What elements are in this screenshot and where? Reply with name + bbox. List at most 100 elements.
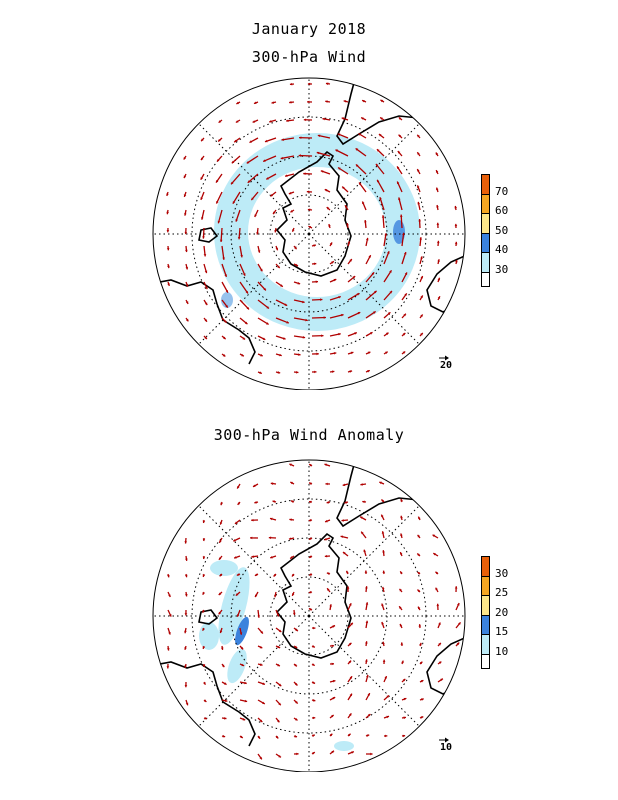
wind-vector-head <box>362 201 365 205</box>
wind-vector-head <box>307 100 310 104</box>
wind-vector-head <box>337 133 341 136</box>
wind-polar-map <box>152 77 466 390</box>
wind-vector-head <box>418 516 421 520</box>
wind-vector-head <box>303 172 306 176</box>
wind-vector-head <box>358 133 362 136</box>
colorbar-tick: 30 <box>495 263 509 276</box>
wind-vector-head <box>314 370 317 374</box>
wind-vector-head <box>382 641 385 645</box>
wind-vector-head <box>398 117 402 120</box>
wind-vector-head <box>233 538 236 542</box>
wind-vector-head <box>252 120 256 123</box>
wind-vector-head <box>341 313 344 317</box>
wind-vector-head <box>417 534 421 538</box>
wind-vector-head <box>253 484 256 487</box>
wind-vector-head <box>184 647 187 650</box>
wind-vector-head <box>320 298 323 301</box>
wind-vector-head <box>249 140 253 143</box>
wind-vector <box>246 155 259 164</box>
colorbar-swatch <box>481 595 490 615</box>
wind-vector-head <box>184 213 187 216</box>
jet-core <box>221 292 233 308</box>
wind-vector-head <box>251 555 254 558</box>
wind-vector-head <box>289 463 292 467</box>
wind-vector-head <box>203 699 207 702</box>
wind-vector-head <box>257 736 261 739</box>
wind-vector-head <box>201 138 204 142</box>
wind-vector-head <box>366 674 369 678</box>
antarctica-coastline <box>275 150 352 277</box>
wind-vector-head <box>184 574 188 578</box>
wind-vector-head <box>184 685 188 688</box>
wind-vector <box>335 149 349 157</box>
wind-vector-head <box>200 217 204 220</box>
wind-vector-head <box>237 485 240 489</box>
wind-vector-head <box>348 660 352 664</box>
colorbar-tick: 10 <box>495 645 509 658</box>
wind-vector-head <box>291 593 295 596</box>
wind-vector-head <box>419 661 423 665</box>
australia-coastline <box>153 279 256 365</box>
wind-vector-head <box>438 622 441 626</box>
wind-vector-head <box>242 717 246 721</box>
wind-vector-head <box>456 642 460 646</box>
wind-vector-head <box>244 321 248 325</box>
wind-vector-head <box>352 276 356 279</box>
wind-vector-head <box>242 273 246 276</box>
wind-vector-head <box>313 244 316 247</box>
wind-vector-head <box>325 519 328 523</box>
wind-vector-head <box>401 660 404 664</box>
wind-vector-head <box>268 536 272 540</box>
wind-vector-head <box>417 185 420 188</box>
wind-vectors <box>166 82 458 375</box>
wind-vector-head <box>345 205 348 208</box>
wind-vector-head <box>251 197 254 201</box>
wind-vector-head <box>277 645 281 649</box>
wind-vector-head <box>458 622 461 625</box>
wind-vector-head <box>364 570 368 573</box>
wind-vector-head <box>435 571 439 575</box>
wind-vector <box>376 179 385 193</box>
wind-vector-head <box>242 337 246 340</box>
wind-vector-head <box>244 699 248 703</box>
wind-vector-head <box>399 588 402 592</box>
colorbar-swatch <box>481 213 490 233</box>
wind-vector-head <box>297 281 301 285</box>
wind-vector-head <box>254 573 258 576</box>
wind-vector-head <box>254 501 257 504</box>
wind-vector-head <box>205 286 208 290</box>
wind-vector-head <box>202 592 205 595</box>
wind-vector <box>217 209 223 224</box>
wind-vector-head <box>277 663 280 667</box>
wind-vector-head <box>377 179 380 183</box>
wind-vector-head <box>384 676 387 679</box>
wind-vector-head <box>342 552 346 555</box>
wind-vector <box>275 317 290 324</box>
wind-vector-head <box>269 120 272 123</box>
wind-vector <box>365 290 378 301</box>
wind-vector-head <box>260 631 263 634</box>
wind-vector-head <box>202 520 206 523</box>
wind-vector-head <box>184 541 188 544</box>
wind-vector-head <box>223 336 226 340</box>
wind-vector-head <box>251 518 254 522</box>
wind-vector-head <box>262 682 265 685</box>
wind-vector-head <box>317 134 321 138</box>
meridian-line <box>308 233 420 345</box>
wind-vector-head <box>364 220 367 223</box>
wind-vector-head <box>328 224 331 227</box>
wind-vector-head <box>270 517 273 521</box>
wind-vector-head <box>270 555 273 559</box>
wind-vector-head <box>316 151 320 155</box>
colorbar-tick: 40 <box>495 243 509 256</box>
wind-vector <box>347 311 361 319</box>
wind-vector-head <box>303 118 307 122</box>
wind-vector-head <box>202 236 205 239</box>
africa-coastline <box>426 635 465 695</box>
wind-vector-head <box>224 320 227 323</box>
wind-vector-head <box>432 534 436 538</box>
wind-vector-head <box>355 148 359 151</box>
wind-vector-head <box>355 164 359 167</box>
wind-vector-head <box>241 663 245 667</box>
wind-vector-head <box>167 574 170 578</box>
